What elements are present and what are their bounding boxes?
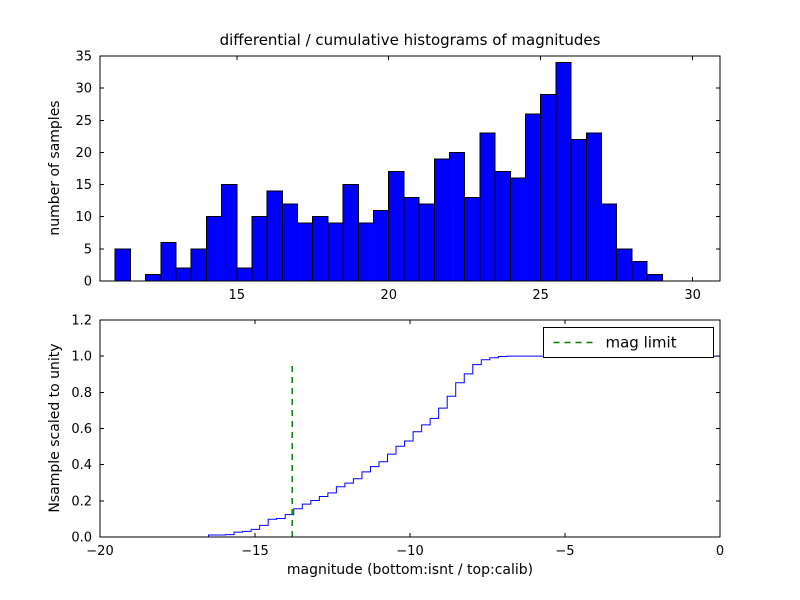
- histogram-bar: [418, 203, 435, 282]
- histogram-bar: [509, 177, 526, 282]
- y-tick-label: 0.0: [71, 531, 92, 546]
- histogram-bar: [327, 222, 344, 282]
- x-tick-label: 0: [716, 544, 724, 559]
- histogram-bar: [570, 139, 587, 282]
- x-tick-label: 20: [380, 288, 397, 303]
- histogram-bar: [433, 158, 451, 282]
- histogram-bar: [312, 216, 329, 282]
- x-tick-label: −5: [555, 544, 574, 559]
- x-tick-label: 25: [532, 288, 549, 303]
- y-tick-label: 25: [75, 114, 92, 129]
- x-tick-label: 15: [228, 288, 245, 303]
- histogram-bar: [464, 196, 481, 282]
- x-tick-label: 30: [684, 288, 701, 303]
- legend-box: [543, 327, 714, 358]
- histogram-bar: [585, 132, 602, 282]
- y-tick-label: 5: [84, 242, 92, 257]
- y-tick-label: 20: [75, 146, 92, 161]
- histogram-bar: [449, 151, 466, 282]
- histogram-bar: [479, 132, 496, 282]
- histogram-bar: [403, 196, 420, 282]
- y-tick-label: 0.8: [71, 386, 92, 401]
- histogram-bar: [297, 222, 314, 282]
- histogram-bar: [494, 171, 511, 282]
- y-tick-label: 35: [75, 50, 92, 65]
- y-tick-label: 30: [75, 82, 92, 97]
- y-tick-label: 1.2: [71, 314, 92, 329]
- x-tick-label: −20: [86, 544, 113, 559]
- histogram-bar: [266, 190, 283, 282]
- top-y-axis-label: number of samples: [47, 100, 63, 236]
- histogram-bar: [221, 184, 238, 282]
- histogram-bar: [205, 216, 223, 282]
- y-tick-label: 15: [75, 178, 92, 193]
- histogram-bar: [281, 203, 299, 282]
- histogram-bar: [616, 248, 633, 282]
- y-tick-label: 10: [75, 210, 92, 225]
- histogram-bar: [190, 248, 207, 282]
- histogram-bar: [145, 274, 162, 282]
- cumulative-step-line: [100, 355, 720, 538]
- histogram-bar: [540, 94, 557, 282]
- histogram-bar: [175, 267, 192, 282]
- histogram-bar: [646, 274, 663, 282]
- y-tick-label: 1.0: [71, 350, 92, 365]
- histogram-bar: [555, 61, 572, 282]
- histogram-bar: [631, 261, 648, 282]
- y-tick-label: 0.4: [71, 458, 92, 473]
- y-tick-label: 0.2: [71, 494, 92, 509]
- legend-label: mag limit: [606, 334, 677, 352]
- x-tick-label: −15: [241, 544, 268, 559]
- histogram-bar: [160, 241, 177, 282]
- x-tick-label: −10: [396, 544, 423, 559]
- histogram-bar: [236, 267, 253, 282]
- y-tick-label: 0.6: [71, 422, 92, 437]
- histogram-bar: [600, 203, 618, 282]
- histogram-bar: [373, 209, 390, 282]
- x-axis-label: magnitude (bottom:isnt / top:calib): [286, 562, 534, 578]
- bottom-y-axis-label: Nsample scaled to unity: [47, 343, 63, 513]
- axes-frame: [99, 319, 721, 538]
- axes-frame: [99, 55, 721, 282]
- histogram-bar: [524, 113, 542, 282]
- y-tick-label: 0: [84, 275, 92, 290]
- histogram-bar: [251, 216, 268, 282]
- histogram-bar: [388, 171, 405, 282]
- chart-title: differential / cumulative histograms of …: [219, 31, 601, 49]
- histogram-bar: [342, 184, 359, 282]
- histogram-bar: [114, 248, 131, 282]
- histogram-bar: [357, 222, 375, 282]
